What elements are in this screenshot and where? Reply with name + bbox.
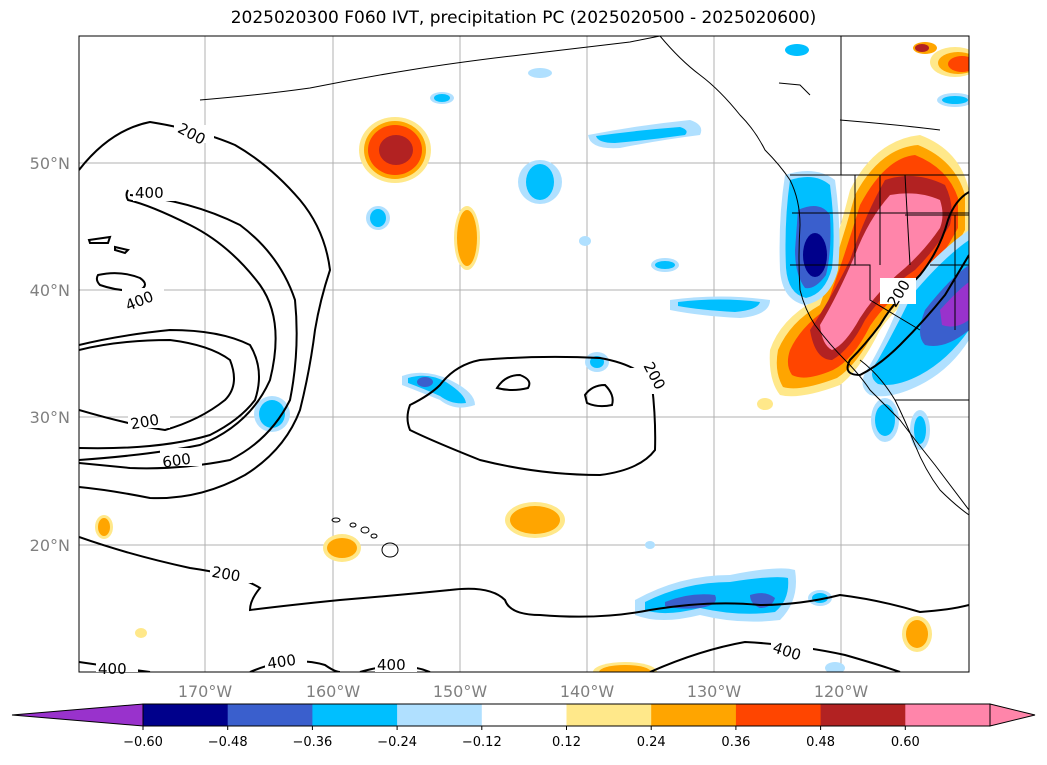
precip-positive-shading	[95, 42, 969, 672]
colorbar-segment	[651, 704, 737, 726]
lat-label-40n: 40°N	[30, 281, 70, 300]
lon-label-120w: 120°W	[814, 682, 869, 701]
lon-label-160w: 160°W	[306, 682, 361, 701]
contour-label: 400	[377, 656, 406, 674]
colorbar-tick-label: 0.60	[891, 735, 920, 750]
longitude-labels: 170°W 160°W 150°W 140°W 130°W 120°W	[178, 682, 869, 701]
colorbar-tick-label: −0.48	[208, 735, 248, 750]
lon-label-170w: 170°W	[178, 682, 233, 701]
colorbar-tick-label: 0.36	[721, 735, 750, 750]
map-frame	[78, 35, 970, 673]
colorbar-tick-label: 0.24	[637, 735, 666, 750]
borders	[790, 36, 969, 401]
colorbar-tick-label: −0.12	[462, 735, 502, 750]
colorbar-segment	[227, 704, 313, 726]
colorbar-segment	[566, 704, 652, 726]
colorbar-ticks: −0.60 −0.48 −0.36 −0.24 −0.12 0.12 0.24 0.36 0.4…	[123, 726, 920, 750]
contour-label: 400	[98, 660, 127, 678]
lat-label-20n: 20°N	[30, 536, 70, 555]
map-title: 2025020300 F060 IVT, precipitation PC (2…	[230, 8, 817, 28]
coastlines	[199, 36, 969, 516]
colorbar	[11, 703, 1036, 727]
colorbar-segment	[312, 704, 398, 726]
hawaii-islands	[331, 517, 399, 558]
colorbar-tick-label: 0.12	[552, 735, 581, 750]
colorbar-segment	[397, 704, 483, 726]
contour-label: 400	[135, 184, 164, 202]
colorbar-segment	[481, 704, 567, 726]
colorbar-segment	[905, 704, 991, 726]
colorbar-tick-label: −0.24	[377, 735, 417, 750]
colorbar-segment	[820, 704, 906, 726]
colorbar-segment	[735, 704, 822, 726]
lon-label-150w: 150°W	[433, 682, 488, 701]
latitude-labels: 50°N 40°N 30°N 20°N	[30, 154, 70, 555]
colorbar-segment	[143, 704, 229, 726]
colorbar-tick-label: 0.48	[806, 735, 835, 750]
lat-label-30n: 30°N	[30, 408, 70, 427]
contour-label: 600	[161, 450, 192, 472]
colorbar-tick-label: −0.60	[123, 735, 163, 750]
lon-label-130w: 130°W	[687, 682, 742, 701]
colorbar-extend-max	[989, 703, 1036, 727]
colorbar-extend-min	[11, 703, 144, 727]
precip-negative-shading	[254, 44, 969, 672]
lat-label-50n: 50°N	[30, 154, 70, 173]
lon-label-140w: 140°W	[560, 682, 615, 701]
colorbar-tick-label: −0.36	[292, 735, 332, 750]
contour-label: 400	[266, 651, 297, 673]
contour-label: 200	[129, 411, 160, 434]
contour-label: 200	[210, 563, 241, 586]
